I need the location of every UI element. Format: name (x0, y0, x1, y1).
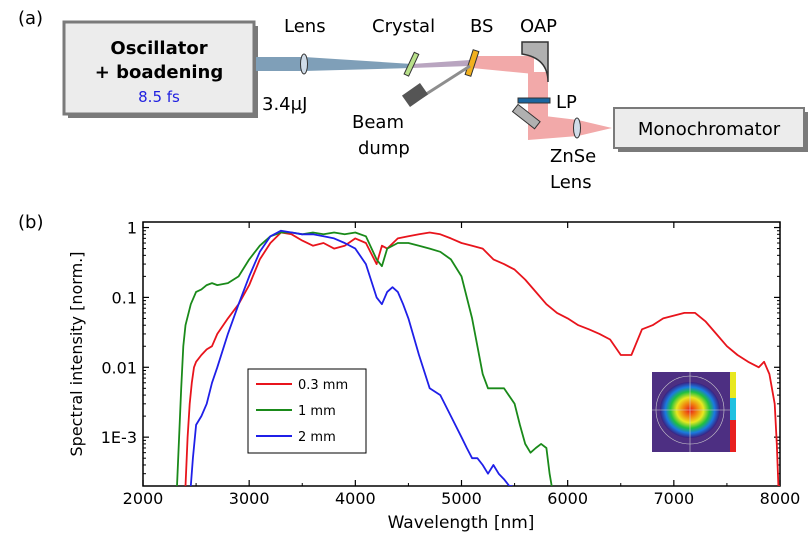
series-layer (176, 229, 780, 486)
setup-schematic: (a) Oscillator + boadening 8.5 fs Lens 3… (18, 8, 808, 193)
y-tick-label: 1E-3 (101, 428, 137, 447)
legend-label: 2 mm (298, 430, 336, 445)
x-tick-label: 8000 (760, 489, 801, 508)
y-tick-label: 0.01 (101, 358, 137, 377)
oap-label: OAP (520, 16, 557, 37)
lp-filter-icon (517, 97, 551, 104)
beam-splitter-icon (464, 49, 480, 77)
bs-label: BS (470, 16, 493, 37)
oscillator-box (62, 20, 256, 116)
fold-mirror-icon (511, 103, 541, 130)
y-tick-label: 1 (127, 219, 137, 238)
lp-label: LP (556, 92, 577, 113)
x-tick-label: 6000 (547, 489, 588, 508)
axis-ticks: 2000 3000 4000 5000 6000 7000 8000 1 0.1 0.01 1E-3 (101, 219, 801, 508)
x-tick-label: 3000 (229, 489, 270, 508)
znse-lens-line2: Lens (550, 172, 592, 193)
spectrum-chart: 2000 3000 4000 5000 6000 7000 8000 1 0.1 0.01 1E-3… (67, 219, 800, 533)
beam-dump-line1: Beam (352, 112, 404, 133)
crystal-icon (403, 51, 420, 77)
panel-b-label: (b) (18, 212, 43, 233)
monochromator-label: Monochromator (638, 119, 781, 140)
x-tick-label: 7000 (653, 489, 694, 508)
x-tick-label: 4000 (335, 489, 376, 508)
oscillator-pulse: 8.5 fs (138, 88, 180, 106)
monochromator-box (613, 107, 805, 149)
lens-icon (300, 53, 308, 75)
legend-label: 1 mm (298, 404, 336, 419)
pump-beam (256, 57, 412, 71)
residual-beam (412, 60, 470, 68)
x-tick-label: 5000 (441, 489, 482, 508)
mir-beam-1 (472, 56, 534, 74)
energy-label: 3.4μJ (262, 94, 307, 115)
beam-dump-icon (401, 82, 429, 108)
lens-label: Lens (284, 16, 326, 37)
znse-lens-line1: ZnSe (550, 146, 596, 167)
znse-lens-icon (573, 117, 581, 139)
oap-mirror-icon (521, 41, 549, 83)
x-tick-label: 2000 (123, 489, 164, 508)
legend: 0.3 mm 1 mm 2 mm (247, 368, 367, 454)
dump-beam (419, 64, 471, 100)
beam-profile-inset (652, 372, 736, 452)
x-axis-label: Wavelength [nm] (388, 513, 535, 533)
y-axis-label: Spectral intensity [norm.] (67, 252, 86, 457)
y-tick-label: 0.1 (112, 288, 137, 307)
beam-dump-line2: dump (358, 138, 410, 159)
crystal-label: Crystal (372, 16, 435, 37)
series-line-1-mm (176, 231, 553, 486)
series-line-2-mm (189, 229, 513, 486)
oscillator-line1: Oscillator (110, 38, 207, 59)
mir-beam-3 (528, 114, 612, 140)
panel-a-label: (a) (18, 8, 43, 29)
legend-label: 0.3 mm (298, 378, 348, 393)
oscillator-line2: + boadening (95, 62, 224, 83)
